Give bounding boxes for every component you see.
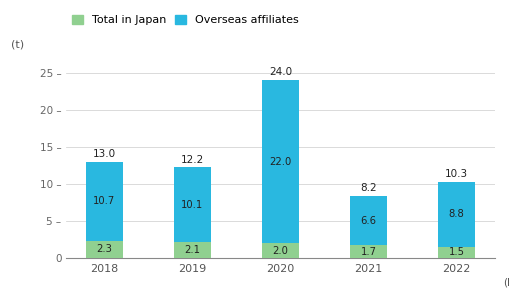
Text: 12.2: 12.2 xyxy=(180,154,204,164)
Text: 10.1: 10.1 xyxy=(181,200,203,210)
Text: 10.7: 10.7 xyxy=(93,196,115,206)
Text: 6.6: 6.6 xyxy=(360,216,376,226)
Bar xyxy=(174,242,211,258)
Text: (t): (t) xyxy=(11,40,24,50)
Text: 8.8: 8.8 xyxy=(448,209,464,219)
Text: 24.0: 24.0 xyxy=(268,67,292,77)
Text: 8.2: 8.2 xyxy=(359,184,376,194)
Text: (FY): (FY) xyxy=(502,278,509,287)
Text: 22.0: 22.0 xyxy=(269,157,291,166)
Bar xyxy=(349,245,386,258)
Bar xyxy=(349,196,386,245)
Text: 2.1: 2.1 xyxy=(184,245,200,255)
Bar xyxy=(262,80,298,243)
Text: 13.0: 13.0 xyxy=(93,148,116,159)
Legend: Total in Japan, Overseas affiliates: Total in Japan, Overseas affiliates xyxy=(72,15,298,25)
Text: 10.3: 10.3 xyxy=(444,169,467,178)
Bar xyxy=(262,243,298,258)
Bar xyxy=(86,241,123,258)
Text: 2.3: 2.3 xyxy=(96,244,112,254)
Text: 1.7: 1.7 xyxy=(360,247,376,257)
Bar xyxy=(174,167,211,242)
Text: 1.5: 1.5 xyxy=(448,248,464,257)
Bar xyxy=(437,247,474,258)
Text: 2.0: 2.0 xyxy=(272,246,288,256)
Bar xyxy=(437,182,474,247)
Bar xyxy=(86,162,123,241)
